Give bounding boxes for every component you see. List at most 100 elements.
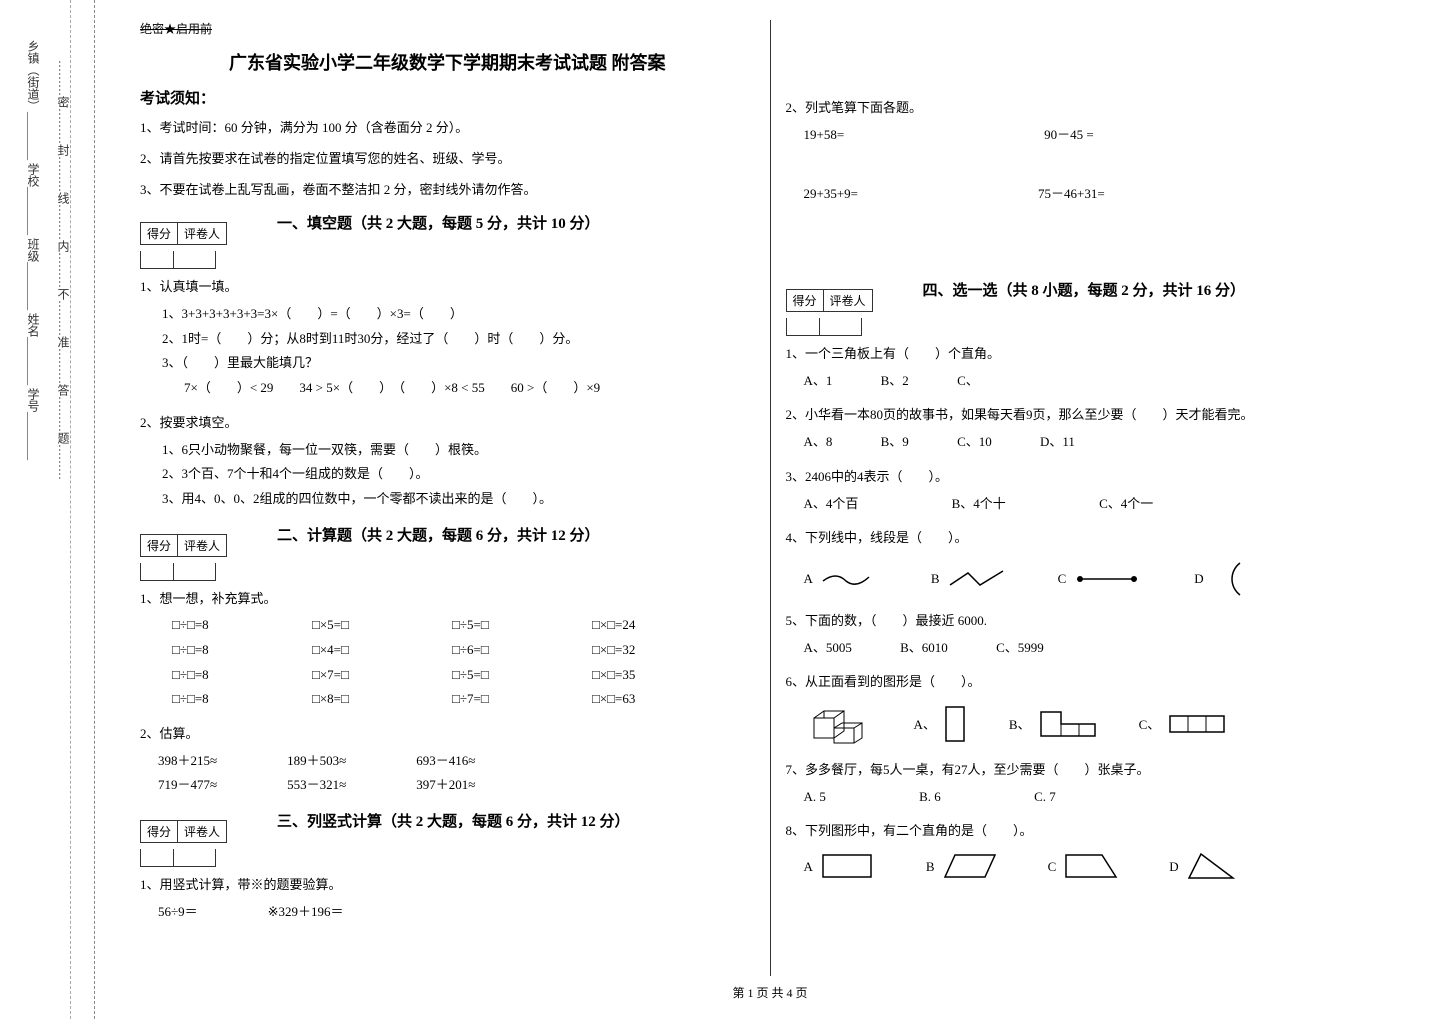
s4-q1: 1、一个三角板上有（ ）个直角。 A、1 B、2 C、 xyxy=(786,342,1401,393)
s3-q2: 2、列式笔算下面各题。 19+58= 90－45 = 29+35+9= 75－4… xyxy=(786,96,1401,207)
score-label: 得分 xyxy=(786,289,824,312)
section-1-title: 一、填空题（共 2 大题，每题 5 分，共计 10 分） xyxy=(277,210,600,233)
s2-q1-r2: □÷□=8 □×7=□ □÷5=□ □×□=35 xyxy=(140,663,755,688)
s4-q5-stem: 5、下面的数，（ ）最接近 6000. xyxy=(786,609,1401,634)
s4-q3-choices: A、4个百 B、4个十 C、4个一 xyxy=(786,492,1401,517)
score-label: 得分 xyxy=(140,222,178,245)
s1-q2-sub1: 1、6只小动物聚餐，每一位一双筷，需要（ ）根筷。 xyxy=(140,438,755,463)
score-box: 得分 评卷人 xyxy=(140,522,227,581)
s1-q2-stem: 2、按要求填空。 xyxy=(140,411,755,436)
s1-q1-sub3b: 7×（ ）< 29 34 > 5×（ ） （ ）×8 < 55 60 >（ ）×… xyxy=(140,376,755,401)
score-box: 得分 评卷人 xyxy=(786,277,873,336)
q8-option-a: A xyxy=(804,853,876,881)
s1-q2-sub3: 3、用4、0、0、2组成的四位数中，一个零都不读出来的是（ ）。 xyxy=(140,487,755,512)
s3-q1-stem: 1、用竖式计算，带※的题要验算。 xyxy=(140,873,755,898)
section-2-title: 二、计算题（共 2 大题，每题 6 分，共计 12 分） xyxy=(277,522,600,545)
s2-q2-r1: 398＋215≈ 189＋503≈ 693－416≈ xyxy=(140,749,755,774)
marker-label: 评卷人 xyxy=(178,534,227,557)
section-4-header: 得分 评卷人 四、选一选（共 8 小题，每题 2 分，共计 16 分） xyxy=(786,277,1401,336)
s4-q8: 8、下列图形中，有二个直角的是（ ）。 A B C xyxy=(786,819,1401,882)
q6-option-b: B、 xyxy=(1009,710,1099,740)
s1-q2-sub2: 2、3个百、7个十和4个一组成的数是（ ）。 xyxy=(140,462,755,487)
s4-q4: 4、下列线中，线段是（ ）。 A B C xyxy=(786,526,1401,599)
s4-q8-stem: 8、下列图形中，有二个直角的是（ ）。 xyxy=(786,819,1401,844)
s2-q1-stem: 1、想一想，补充算式。 xyxy=(140,587,755,612)
page-container: 乡镇（街道）________ 学校________ 班级________ 姓名_… xyxy=(0,0,1445,1019)
section-3-header: 得分 评卷人 三、列竖式计算（共 2 大题，每题 6 分，共计 12 分） xyxy=(140,808,755,867)
s2-q1: 1、想一想，补充算式。 □÷□=8 □×5=□ □÷5=□ □×□=24 □÷□… xyxy=(140,587,755,712)
section-4-title: 四、选一选（共 8 小题，每题 2 分，共计 16 分） xyxy=(923,277,1246,300)
s3-q2-stem: 2、列式笔算下面各题。 xyxy=(786,96,1401,121)
section-3-title: 三、列竖式计算（共 2 大题，每题 6 分，共计 12 分） xyxy=(277,808,630,831)
marker-label: 评卷人 xyxy=(178,820,227,843)
s2-q1-r1: □÷□=8 □×4=□ □÷6=□ □×□=32 xyxy=(140,638,755,663)
s4-q4-stem: 4、下列线中，线段是（ ）。 xyxy=(786,526,1401,551)
binding-inner-labels: ………密………封………线………内………不………准………答………题……… xyxy=(55,60,72,480)
arc-icon xyxy=(1212,559,1252,599)
s4-q1-choices: A、1 B、2 C、 xyxy=(786,369,1401,394)
curve-icon xyxy=(821,569,881,589)
score-box: 得分 评卷人 xyxy=(140,808,227,867)
s4-q6: 6、从正面看到的图形是（ ）。 A、 B、 xyxy=(786,670,1401,748)
s4-q7-choices: A. 5 B. 6 C. 7 xyxy=(786,785,1401,810)
side-binding: 乡镇（街道）________ 学校________ 班级________ 姓名_… xyxy=(0,0,95,1019)
s2-q1-r3: □÷□=8 □×8=□ □÷7=□ □×□=63 xyxy=(140,687,755,712)
s4-q6-stem: 6、从正面看到的图形是（ ）。 xyxy=(786,670,1401,695)
column-left: 绝密★启用前 广东省实验小学二年级数学下学期期末考试试题 附答案 考试须知： 1… xyxy=(125,20,771,976)
q8-option-c: C xyxy=(1048,853,1120,881)
q4-option-d: D xyxy=(1194,559,1251,599)
page-footer: 第 1 页 共 4 页 xyxy=(125,976,1415,1009)
notice-1: 1、考试时间：60 分钟，满分为 100 分（含卷面分 2 分）。 xyxy=(140,118,755,139)
s2-q2-stem: 2、估算。 xyxy=(140,722,755,747)
s1-q1: 1、认真填一填。 1、3+3+3+3+3+3=3×（ ）=（ ）×3=（ ） 2… xyxy=(140,275,755,400)
s1-q1-sub1: 1、3+3+3+3+3+3=3×（ ）=（ ）×3=（ ） xyxy=(140,302,755,327)
q4-option-a: A xyxy=(804,567,881,592)
q6-option-a: A、 xyxy=(914,705,969,745)
s1-q2: 2、按要求填空。 1、6只小动物聚餐，每一位一双筷，需要（ ）根筷。 2、3个百… xyxy=(140,411,755,512)
confidential-tag: 绝密★启用前 xyxy=(140,20,755,37)
s4-q7: 7、多多餐厅，每5人一桌，有27人，至少需要（ ）张桌子。 A. 5 B. 6 … xyxy=(786,758,1401,809)
s4-q7-stem: 7、多多餐厅，每5人一桌，有27人，至少需要（ ）张桌子。 xyxy=(786,758,1401,783)
q4-option-c: C xyxy=(1058,567,1145,592)
s4-q3-stem: 3、2406中的4表示（ ）。 xyxy=(786,465,1401,490)
segment-icon xyxy=(1074,569,1144,589)
polyline-icon xyxy=(948,569,1008,589)
s4-q2: 2、小华看一本80页的故事书，如果每天看9页，那么至少要（ ）天才能看完。 A、… xyxy=(786,403,1401,454)
q6-option-c: C、 xyxy=(1139,713,1229,738)
l-shape-icon xyxy=(1039,710,1099,740)
score-box: 得分 评卷人 xyxy=(140,210,227,269)
rect-v-icon xyxy=(944,705,969,745)
s4-q6-shapes: A、 B、 C、 xyxy=(786,703,1401,748)
right-trapezoid-icon xyxy=(1064,853,1119,881)
s4-q1-stem: 1、一个三角板上有（ ）个直角。 xyxy=(786,342,1401,367)
s4-q3: 3、2406中的4表示（ ）。 A、4个百 B、4个十 C、4个一 xyxy=(786,465,1401,516)
s2-q2: 2、估算。 398＋215≈ 189＋503≈ 693－416≈ 719－477… xyxy=(140,722,755,798)
s3-q1-row: 56÷9＝ ※329＋196＝ xyxy=(140,900,755,925)
s1-q1-stem: 1、认真填一填。 xyxy=(140,275,755,300)
cube-iso-icon xyxy=(804,703,874,748)
notice-2: 2、请首先按要求在试卷的指定位置填写您的姓名、班级、学号。 xyxy=(140,149,755,170)
marker-label: 评卷人 xyxy=(178,222,227,245)
score-label: 得分 xyxy=(140,820,178,843)
columns: 绝密★启用前 广东省实验小学二年级数学下学期期末考试试题 附答案 考试须知： 1… xyxy=(125,20,1415,976)
s3-q1: 1、用竖式计算，带※的题要验算。 56÷9＝ ※329＋196＝ xyxy=(140,873,755,924)
q8-option-b: B xyxy=(926,853,998,881)
rect-icon xyxy=(821,853,876,881)
column-right: 2、列式笔算下面各题。 19+58= 90－45 = 29+35+9= 75－4… xyxy=(771,20,1416,976)
s4-q5: 5、下面的数，（ ）最接近 6000. A、5005 B、6010 C、5999 xyxy=(786,609,1401,660)
s4-q5-choices: A、5005 B、6010 C、5999 xyxy=(786,636,1401,661)
s1-q1-sub2: 2、1时=（ ）分；从8时到11时30分，经过了（ ）时（ ）分。 xyxy=(140,327,755,352)
triangle-icon xyxy=(1187,852,1237,882)
section-1-header: 得分 评卷人 一、填空题（共 2 大题，每题 5 分，共计 10 分） xyxy=(140,210,755,269)
score-label: 得分 xyxy=(140,534,178,557)
notice-3: 3、不要在试卷上乱写乱画，卷面不整洁扣 2 分，密封线外请勿作答。 xyxy=(140,180,755,201)
s3-q2-r1: 19+58= 90－45 = xyxy=(786,123,1401,148)
s4-q8-shapes: A B C D xyxy=(786,852,1401,882)
q8-option-d: D xyxy=(1169,852,1236,882)
q4-option-b: B xyxy=(931,567,1008,592)
row-icon xyxy=(1168,714,1228,736)
notice-heading: 考试须知： xyxy=(140,87,755,108)
s3-q2-r2: 29+35+9= 75－46+31= xyxy=(786,182,1401,207)
s4-q2-choices: A、8 B、9 C、10 D、11 xyxy=(786,430,1401,455)
binding-outer-labels: 乡镇（街道）________ 学校________ 班级________ 姓名_… xyxy=(25,40,42,460)
